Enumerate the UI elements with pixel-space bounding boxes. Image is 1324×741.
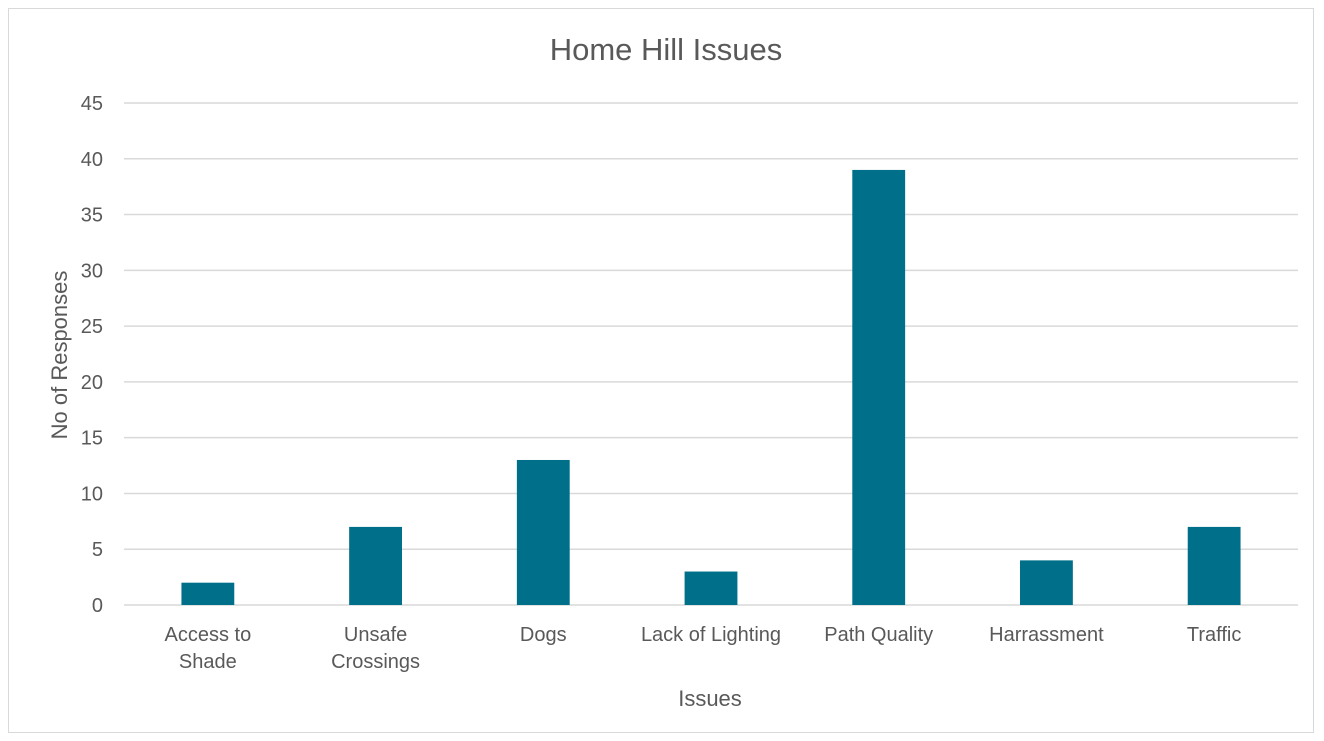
y-tick-label: 5 <box>92 539 103 561</box>
bar <box>852 169 906 605</box>
gridlines <box>124 102 1298 606</box>
x-axis-categories: Access to Shade Unsafe Crossings Dogs Lack of… <box>165 624 1242 673</box>
x-category-label: Shade <box>179 651 237 673</box>
x-category-label: Crossings <box>331 651 420 673</box>
y-tick-label: 20 <box>81 372 103 394</box>
bar <box>349 526 402 605</box>
y-axis-ticks: 0 5 10 15 20 25 30 35 40 45 <box>81 93 103 617</box>
x-category-label: Lack of Lighting <box>641 624 781 646</box>
y-tick-label: 10 <box>81 483 103 505</box>
x-category-label: Access to <box>165 624 252 646</box>
y-tick-label: 15 <box>81 428 103 450</box>
x-axis-title: Issues <box>678 686 742 711</box>
x-category-label: Path Quality <box>824 624 933 646</box>
x-category-label: Harrassment <box>989 624 1104 646</box>
chart-area <box>8 8 1314 733</box>
x-category-label: Unsafe <box>344 624 407 646</box>
x-category-label: Traffic <box>1187 624 1241 646</box>
bar <box>684 571 738 605</box>
bar <box>1187 526 1241 605</box>
y-axis-title: No of Responses <box>47 271 72 440</box>
y-tick-label: 0 <box>92 595 103 617</box>
y-tick-label: 40 <box>81 149 103 171</box>
y-tick-label: 45 <box>81 93 103 115</box>
chart-title: Home Hill Issues <box>550 32 783 67</box>
y-tick-label: 25 <box>81 316 103 338</box>
bar <box>516 459 570 605</box>
bar <box>1020 560 1073 605</box>
bar <box>181 582 235 605</box>
y-tick-label: 30 <box>81 260 103 282</box>
x-category-label: Dogs <box>520 624 567 646</box>
bars <box>181 169 1241 605</box>
y-tick-label: 35 <box>81 205 103 227</box>
